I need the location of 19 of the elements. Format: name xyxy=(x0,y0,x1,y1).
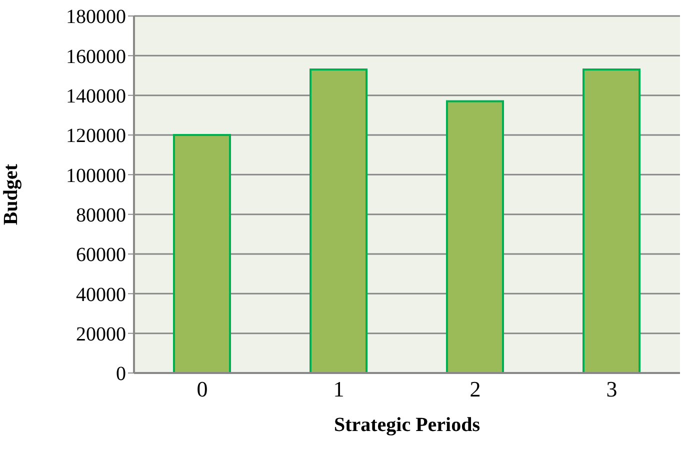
y-tick-label: 80000 xyxy=(76,204,126,226)
x-tick-label: 3 xyxy=(606,376,618,402)
y-tick-label: 180000 xyxy=(66,6,126,28)
bar xyxy=(310,68,368,373)
bar xyxy=(173,134,231,373)
x-tick-label: 2 xyxy=(470,376,481,402)
bar xyxy=(582,68,640,373)
y-tick-label: 120000 xyxy=(66,125,126,148)
y-tick-label: 20000 xyxy=(76,323,126,346)
y-tick-label: 100000 xyxy=(66,164,126,187)
bar xyxy=(446,100,504,373)
x-tick-label: 0 xyxy=(196,376,208,402)
x-tick-label: 1 xyxy=(333,376,344,402)
y-tick-label: 40000 xyxy=(76,284,126,306)
y-tick-label: 160000 xyxy=(66,46,126,68)
y-tick-label: 60000 xyxy=(76,244,126,266)
x-axis-title: Strategic Periods xyxy=(334,414,480,436)
y-axis-title: Budget xyxy=(0,164,22,226)
y-tick-label: 140000 xyxy=(66,85,126,108)
